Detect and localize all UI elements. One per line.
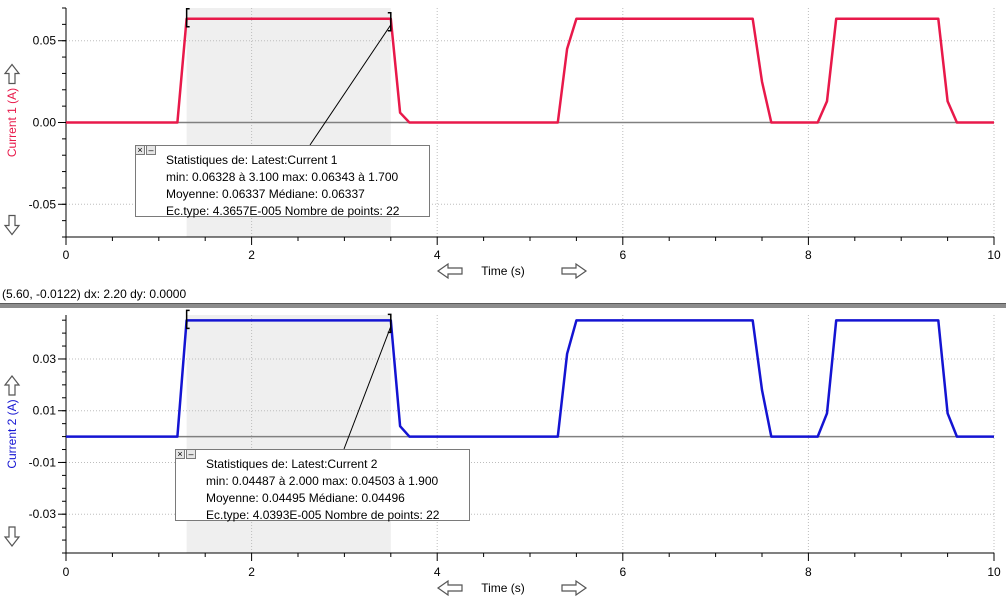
- x-axis-label: Time (s): [481, 264, 525, 278]
- graph-divider[interactable]: [0, 303, 1006, 308]
- bracket-right: [387, 12, 392, 32]
- stats-min-max: min: 0.06328 à 3.100 max: 0.06343 à 1.70…: [166, 170, 399, 184]
- stats-leader-line: [343, 326, 392, 450]
- stats-stdev-count: Ec.type: 4.3657E-005 Nombre de points: 2…: [166, 204, 400, 218]
- close-icon[interactable]: ×: [135, 145, 145, 155]
- x-tick-label: 2: [248, 565, 255, 579]
- right-arrow-outline-icon[interactable]: [561, 262, 588, 280]
- x-tick-label: 0: [63, 248, 70, 262]
- down-arrow-outline-icon[interactable]: [3, 526, 21, 547]
- stats-mean-median: Moyenne: 0.04495 Médiane: 0.04496: [206, 491, 405, 505]
- stats-stdev-count: Ec.type: 4.0393E-005 Nombre de points: 2…: [206, 508, 440, 522]
- bracket-right: [387, 313, 392, 334]
- y-tick-label: -0.01: [29, 455, 57, 469]
- graph-panel-2: 0 2 4 6 8 10 0.03 0.01 -0.01 -0.03 Current 2 (A) Ti…: [3, 309, 1001, 597]
- minimize-icon[interactable]: –: [146, 145, 156, 155]
- y-tick-label: -0.05: [29, 197, 57, 211]
- x-tick-label: 0: [63, 565, 70, 579]
- up-arrow-outline-icon[interactable]: [3, 63, 21, 85]
- stats-min-max: min: 0.04487 à 2.000 max: 0.04503 à 1.90…: [206, 474, 439, 488]
- cursor-readout: (5.60, -0.0122) dx: 2.20 dy: 0.0000: [2, 287, 187, 301]
- x-tick-label: 4: [434, 565, 441, 579]
- stats-mean-median: Moyenne: 0.06337 Médiane: 0.06337: [166, 187, 365, 201]
- minimize-icon[interactable]: –: [186, 449, 196, 459]
- y-tick-label: 0.03: [33, 352, 57, 366]
- x-axis-label: Time (s): [481, 581, 525, 595]
- left-arrow-outline-icon[interactable]: [436, 579, 463, 597]
- stats-title: Statistiques de: Latest:Current 2: [206, 457, 378, 471]
- x-tick-label: 6: [619, 565, 626, 579]
- right-arrow-outline-icon[interactable]: [561, 579, 588, 597]
- left-arrow-outline-icon[interactable]: [436, 262, 463, 280]
- y-tick-label: 0.05: [33, 34, 57, 48]
- x-tick-label: 2: [248, 248, 255, 262]
- up-arrow-outline-icon[interactable]: [3, 375, 21, 396]
- x-tick-label: 4: [434, 248, 441, 262]
- y-tick-label: 0.00: [33, 116, 57, 130]
- y-axis-label: Current 2 (A): [5, 399, 19, 468]
- x-tick-label: 8: [805, 565, 812, 579]
- y-axis-label: Current 1 (A): [5, 88, 19, 157]
- stats-box-current-1[interactable]: × – Statistiques de: Latest:Current 1 mi…: [135, 145, 430, 218]
- bracket-left: [185, 309, 190, 330]
- y-tick-label: 0.01: [33, 404, 57, 418]
- close-icon[interactable]: ×: [175, 449, 185, 459]
- graph-panel-1: 0 2 4 6 8 10 0.05 0.00 -0.05 Current 1 (A) Time (s…: [3, 7, 1001, 280]
- stats-box-current-2[interactable]: × – Statistiques de: Latest:Current 2 mi…: [175, 449, 470, 522]
- x-tick-label: 10: [987, 248, 1001, 262]
- y-tick-label: -0.03: [29, 507, 57, 521]
- x-tick-label: 10: [987, 565, 1001, 579]
- x-tick-label: 8: [805, 248, 812, 262]
- stats-title: Statistiques de: Latest:Current 1: [166, 153, 338, 167]
- bracket-left: [185, 8, 190, 28]
- down-arrow-outline-icon[interactable]: [3, 214, 21, 236]
- x-tick-label: 6: [619, 248, 626, 262]
- stats-leader-line: [309, 24, 392, 146]
